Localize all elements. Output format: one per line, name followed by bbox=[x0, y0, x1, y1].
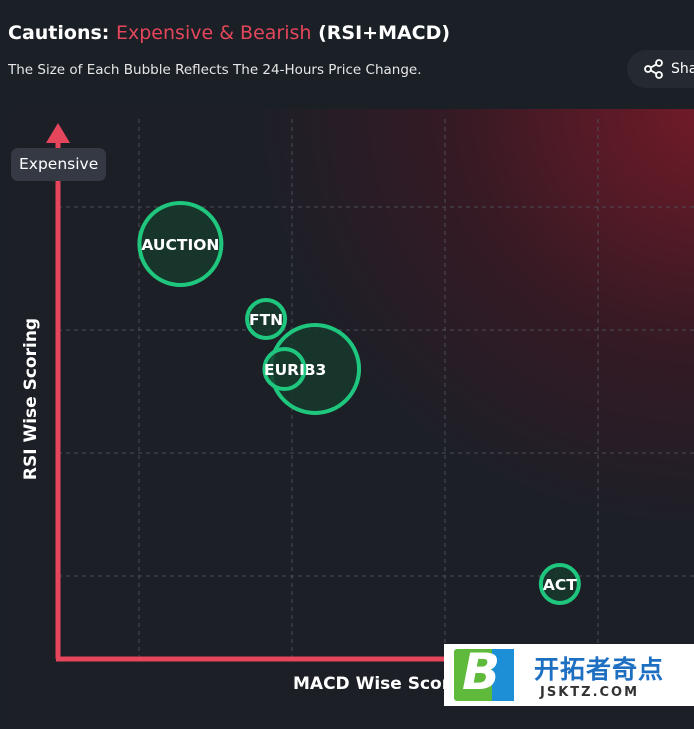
bubble-circle-ftn bbox=[245, 298, 288, 340]
logo-icon: B bbox=[454, 643, 514, 701]
title-suffix: (RSI+MACD) bbox=[318, 22, 451, 44]
bubble-label-b3: B3 bbox=[304, 361, 327, 379]
bubble-label-ftn: FTN bbox=[249, 311, 283, 329]
bubble-euri: EURI bbox=[262, 347, 307, 391]
axes bbox=[46, 123, 694, 662]
title-prefix: Cautions: bbox=[8, 22, 110, 44]
bubble-circle-euri bbox=[262, 347, 307, 391]
bubble-label-act: ACT bbox=[543, 576, 577, 594]
bubble-ftn: FTN bbox=[245, 298, 288, 340]
bubble-label-auction: AUCTION bbox=[141, 236, 219, 254]
y-axis-label: RSI Wise Scoring bbox=[21, 317, 41, 481]
watermark-logo: B 开拓者奇点 JSKTZ.COM bbox=[444, 643, 694, 706]
y-axis-badge: Expensive bbox=[11, 148, 107, 181]
chart-subtitle: The Size of Each Bubble Reflects The 24-… bbox=[8, 62, 422, 78]
bubble-act: ACT bbox=[538, 563, 581, 605]
bubble-circle-auction bbox=[137, 201, 224, 287]
share-icon bbox=[643, 58, 665, 80]
logo-url: JSKTZ.COM bbox=[540, 685, 640, 700]
logo-text: 开拓者奇点 bbox=[534, 655, 665, 684]
bubble-label-euri: EURI bbox=[264, 361, 305, 379]
grid-lines bbox=[58, 119, 694, 659]
y-axis-arrow bbox=[46, 123, 70, 143]
bubble-circle-act bbox=[538, 563, 581, 605]
x-axis-label: MACD Wise Scor bbox=[293, 674, 451, 694]
title-accent: Expensive & Bearish bbox=[116, 22, 312, 44]
logo-letter: B bbox=[462, 643, 501, 701]
share-label: Sha bbox=[671, 61, 694, 77]
bubble-auction: AUCTION bbox=[137, 201, 224, 287]
share-button[interactable]: Sha bbox=[627, 50, 694, 88]
chart-title: Cautions: Expensive & Bearish (RSI+MACD) bbox=[8, 22, 450, 44]
bubble-chart: AUCTION FTN B3 EURI ACT Expensive MACD Wise … bbox=[9, 109, 694, 729]
